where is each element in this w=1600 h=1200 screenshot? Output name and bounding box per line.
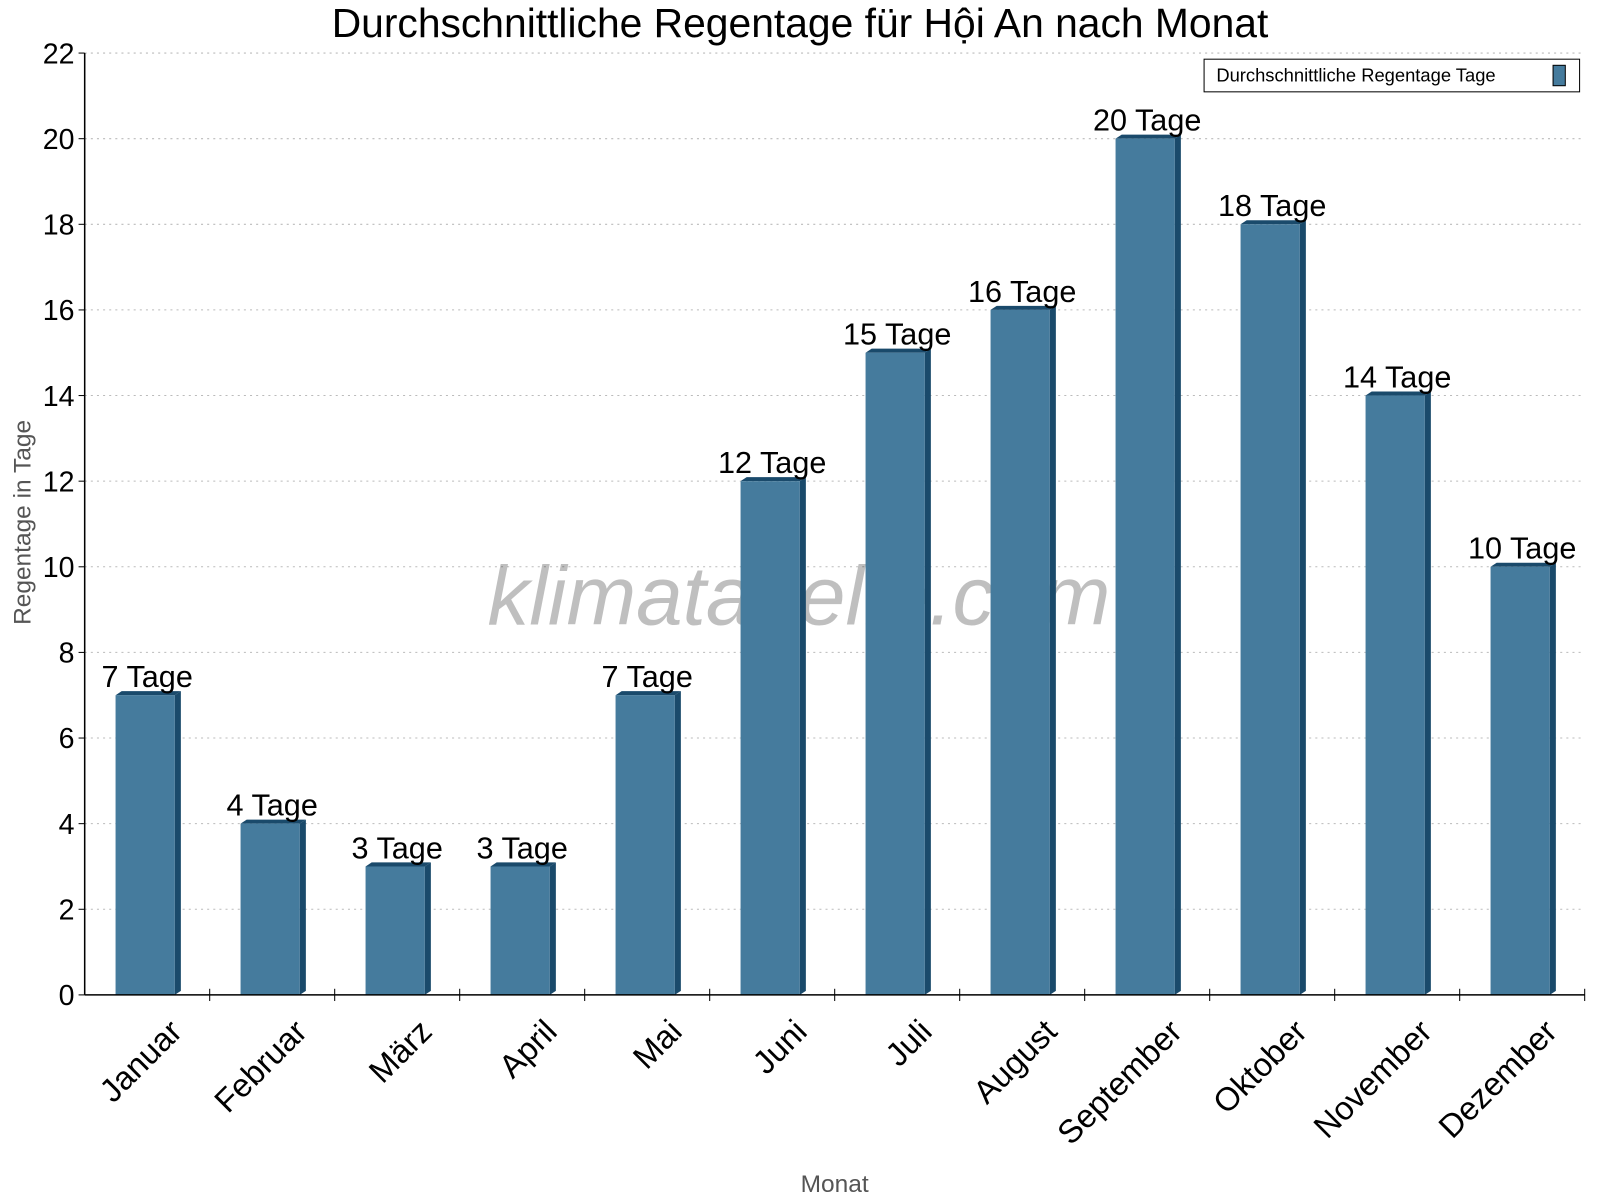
bar — [1365, 395, 1425, 995]
bar-side — [674, 691, 681, 995]
y-tick-label: 0 — [59, 980, 75, 1012]
bar — [1115, 138, 1175, 995]
data-label: 12 Tage — [718, 446, 826, 480]
x-tick-label: November — [1306, 1012, 1439, 1145]
data-label: 14 Tage — [1343, 360, 1451, 394]
bars: 7 Tage 4 Tage 3 Tage 3 Tage 7 Tage 12 Tage 15 … — [102, 104, 1576, 995]
data-label: 20 Tage — [1093, 104, 1201, 138]
bar — [1240, 224, 1300, 995]
legend-box — [1203, 58, 1581, 93]
x-tick-label: Oktober — [1205, 1012, 1313, 1120]
x-tick-label: August — [966, 1012, 1064, 1110]
y-tick-label: 22 — [43, 38, 75, 70]
bar-side — [799, 477, 806, 995]
y-tick-label: 18 — [43, 210, 75, 242]
x-tick-label: Dezember — [1431, 1012, 1564, 1145]
x-axis-label: Monat — [801, 1171, 869, 1198]
chart-title: Durchschnittliche Regentage für Hội An n… — [332, 0, 1269, 46]
bar — [615, 695, 675, 995]
bar — [990, 309, 1050, 995]
bar-side — [1549, 562, 1556, 995]
x-tick-label: Mai — [625, 1012, 688, 1075]
bar-top — [490, 862, 556, 867]
y-tick-label: 8 — [59, 638, 75, 670]
bar-side — [549, 862, 556, 995]
bar-top — [615, 691, 681, 696]
y-tick-label: 20 — [43, 124, 75, 156]
y-tick-label: 6 — [59, 723, 75, 755]
x-tick-label: Februar — [207, 1012, 314, 1119]
x-tick-label: Juni — [745, 1012, 814, 1081]
bar — [365, 866, 425, 995]
grid — [84, 52, 1585, 910]
bar — [240, 823, 300, 995]
x-tick-label: September — [1050, 1012, 1189, 1151]
bar-side — [1174, 134, 1181, 995]
bar — [865, 352, 925, 995]
data-label: 4 Tage — [227, 788, 318, 822]
bar-side — [1299, 220, 1306, 995]
bar-side — [424, 862, 431, 995]
data-label: 10 Tage — [1468, 532, 1576, 566]
data-label: 3 Tage — [352, 831, 443, 865]
y-axis-label: Regentage in Tage — [10, 420, 37, 625]
bar-top — [1115, 134, 1181, 139]
data-label: 16 Tage — [968, 275, 1076, 309]
data-label: 7 Tage — [102, 660, 193, 694]
bar-top — [365, 862, 431, 867]
data-label: 3 Tage — [477, 831, 568, 865]
y-tick-label: 2 — [59, 894, 75, 926]
bar — [115, 695, 175, 995]
bar-side — [174, 691, 181, 995]
data-label: 15 Tage — [843, 318, 951, 352]
bar-top — [115, 691, 181, 696]
legend-label: Durchschnittliche Regentage Tage — [1216, 65, 1495, 86]
bar-top — [1240, 220, 1306, 225]
data-label: 18 Tage — [1218, 189, 1326, 223]
y-tick-label: 10 — [43, 552, 75, 584]
x-tick-label: Januar — [92, 1012, 189, 1109]
bar-top — [865, 348, 931, 353]
bar-top — [740, 477, 806, 482]
y-tick-label: 14 — [43, 381, 75, 413]
data-label: 7 Tage — [602, 660, 693, 694]
x-tick-label: März — [361, 1012, 438, 1089]
legend: Durchschnittliche Regentage Tage — [1203, 58, 1581, 93]
bar-top — [1365, 391, 1431, 396]
bar-side — [299, 819, 306, 995]
y-tick-label: 16 — [43, 295, 75, 327]
bar-top — [1490, 562, 1556, 567]
bar-side — [924, 348, 931, 995]
legend-swatch — [1552, 64, 1566, 87]
y-tick-label: 4 — [59, 809, 75, 841]
bar — [490, 866, 550, 995]
bar-side — [1049, 305, 1056, 995]
bar-top — [990, 305, 1056, 310]
y-tick-label: 12 — [43, 466, 75, 498]
x-tick-label: Juli — [878, 1012, 939, 1073]
x-tick-label: April — [491, 1012, 563, 1084]
bar-top — [240, 819, 306, 824]
bar — [1490, 566, 1550, 995]
bar — [740, 481, 800, 995]
bar-side — [1424, 391, 1431, 995]
